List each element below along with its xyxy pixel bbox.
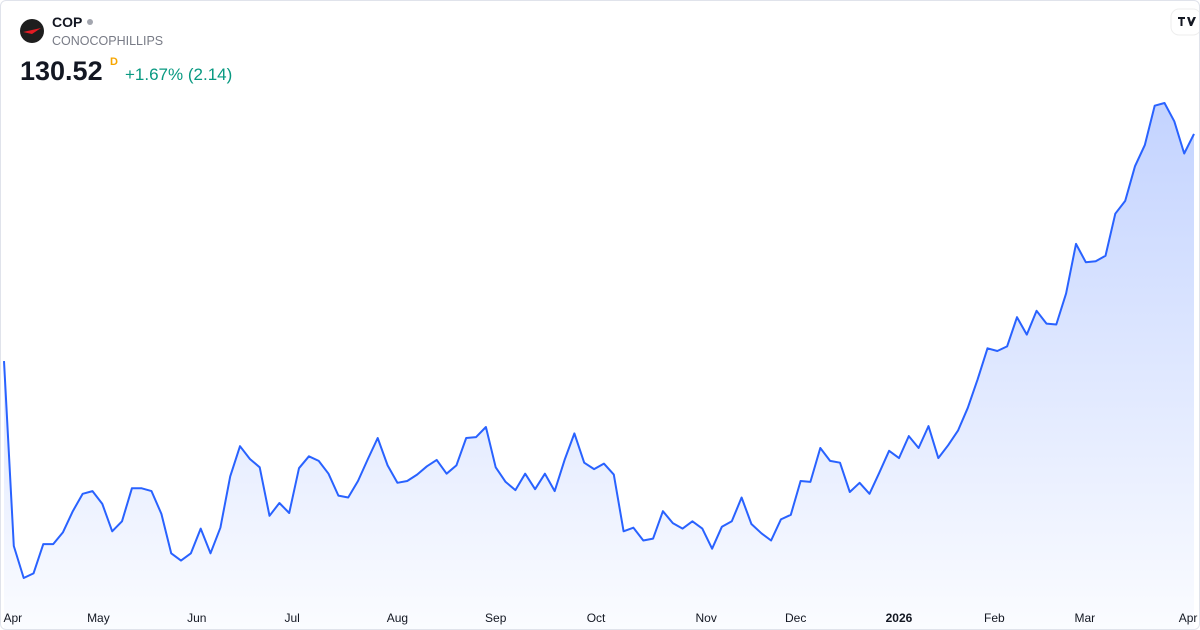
x-tick-label: Apr: [1179, 611, 1198, 625]
x-tick-label: 2026: [886, 611, 913, 625]
symbol-text: COP: [52, 14, 83, 30]
x-tick-label: May: [87, 611, 110, 625]
logo-mark: [23, 28, 41, 34]
tv-logo-mark: [1178, 17, 1196, 26]
x-tick-label: Jun: [187, 611, 206, 625]
price: 130.52: [20, 56, 103, 86]
tv-logo[interactable]: [1170, 8, 1199, 36]
line: [3, 102, 1195, 579]
area: [4, 103, 1194, 629]
x-tick-label: Jul: [284, 611, 299, 625]
interval: D: [110, 56, 118, 68]
x-tick-label: Apr: [4, 611, 23, 625]
x-tick-label: Feb: [984, 611, 1005, 625]
x-tick-label: Dec: [785, 611, 806, 625]
x-tick-label: Mar: [1074, 611, 1095, 625]
symbol: COP: [52, 14, 94, 30]
company-name: CONOCOPHILLIPS: [52, 34, 164, 48]
change: +1.67% (2.14): [125, 65, 233, 84]
x-tick-label: Nov: [696, 611, 717, 625]
status-dot: [87, 19, 94, 25]
x-tick-label: Sep: [485, 611, 507, 625]
x-tick-label: Aug: [387, 611, 408, 625]
x-tick-label: Oct: [587, 611, 606, 625]
